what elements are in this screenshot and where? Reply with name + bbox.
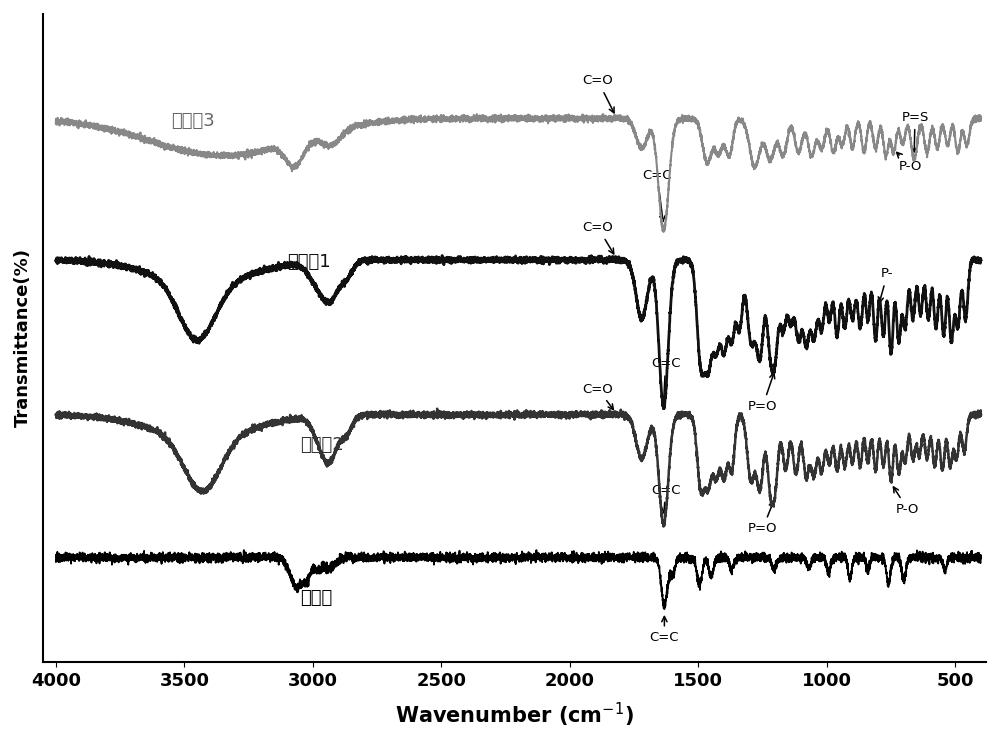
Text: 实施例3: 实施例3: [171, 112, 215, 130]
Text: 苯乙烯: 苯乙烯: [300, 589, 332, 607]
Text: C=O: C=O: [583, 74, 614, 113]
Y-axis label: Transmittance(%): Transmittance(%): [14, 248, 32, 427]
Text: P=O: P=O: [748, 501, 777, 535]
Text: P=S: P=S: [901, 111, 929, 152]
Text: C=C: C=C: [651, 484, 680, 513]
Text: P-: P-: [878, 267, 894, 302]
Text: 实施例1: 实施例1: [287, 253, 331, 271]
Text: C=C: C=C: [651, 357, 680, 398]
Text: C=O: C=O: [583, 383, 613, 409]
Text: C=C: C=C: [650, 617, 679, 644]
Text: C=C: C=C: [642, 169, 672, 221]
Text: P=O: P=O: [748, 373, 777, 413]
Text: C=O: C=O: [583, 221, 614, 254]
Text: P-O: P-O: [893, 487, 919, 516]
Text: P-O: P-O: [897, 152, 922, 173]
X-axis label: Wavenumber (cm$^{-1}$): Wavenumber (cm$^{-1}$): [395, 701, 634, 729]
Text: 实施例2: 实施例2: [300, 436, 344, 454]
